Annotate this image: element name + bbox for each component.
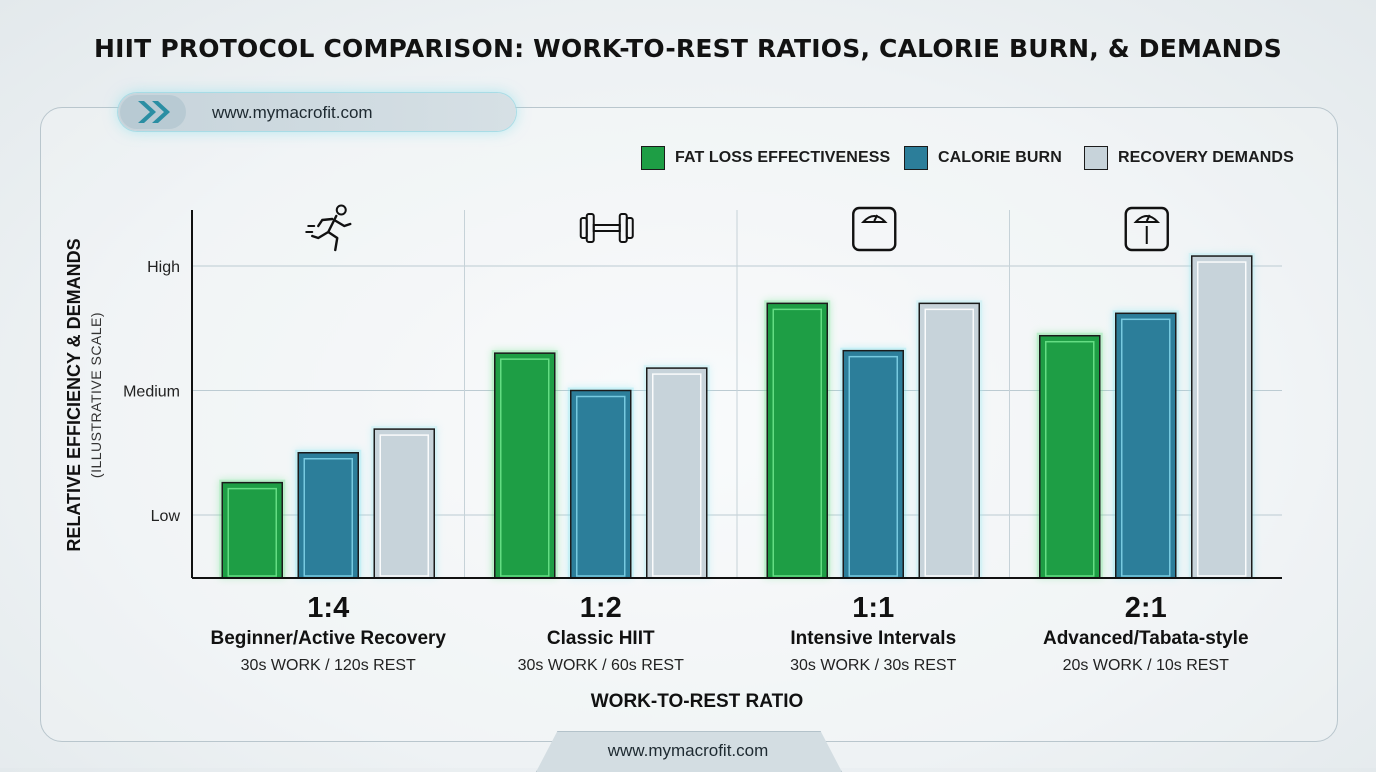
bar-inner-highlight — [227, 487, 277, 577]
dumbbell-plate — [625, 217, 634, 239]
category-name: Advanced/Tabata-style — [1043, 628, 1249, 649]
website-pill[interactable]: www.mymacrofit.com — [118, 93, 516, 131]
chevron-badge — [120, 95, 186, 129]
bar-fat-loss-effectiveness-2-1 — [1039, 334, 1101, 579]
scale-needle — [1145, 214, 1151, 222]
runner-body — [311, 214, 352, 252]
bar-inner-highlight — [303, 458, 353, 577]
bars — [219, 253, 1255, 579]
bar-calorie-burn-2-1 — [1115, 312, 1177, 579]
x-axis-label: WORK-TO-REST RATIO — [591, 691, 804, 712]
bar-recovery-demands-1-1 — [918, 302, 980, 579]
dumbbell-icon — [579, 213, 634, 243]
bar-calorie-burn-1-4 — [297, 452, 359, 579]
bar-inner-highlight — [1045, 340, 1095, 577]
bar-inner-highlight — [652, 373, 702, 577]
bar-recovery-demands-1-4 — [373, 428, 435, 579]
footer-website-url: www.mymacrofit.com — [607, 741, 769, 760]
axes — [191, 210, 1282, 579]
y-tick-label-medium: Medium — [123, 384, 180, 401]
scale-icon — [852, 206, 897, 252]
category-ratio: 1:4 — [307, 592, 349, 624]
bar-fat-loss-effectiveness-1-4 — [221, 481, 283, 579]
bar-inner-highlight — [576, 395, 626, 577]
category-name: Intensive Intervals — [790, 628, 956, 649]
runner-head — [335, 204, 347, 216]
dumbbell-bar — [592, 224, 621, 232]
bar-inner-highlight — [772, 308, 822, 577]
category-icons — [305, 204, 1169, 252]
category-detail: 30s WORK / 120s REST — [241, 657, 416, 674]
category-ratio: 1:1 — [852, 592, 894, 624]
y-tick-label-low: Low — [151, 508, 181, 525]
scale-body — [1124, 206, 1169, 252]
labels: Low Medium High 1:4 Beginner/Active Recovery… — [64, 238, 1249, 712]
dumbbell-plate — [618, 213, 628, 243]
legend-swatch-calorie-burn — [904, 146, 928, 170]
legend-label-recovery: RECOVERY DEMANDS — [1118, 149, 1294, 166]
category-detail: 20s WORK / 10s REST — [1063, 657, 1229, 674]
category-ratio: 2:1 — [1125, 592, 1167, 624]
legend-label-fat-loss: FAT LOSS EFFECTIVENESS — [675, 149, 891, 166]
y-axis-label: RELATIVE EFFICIENCY & DEMANDS — [64, 238, 84, 551]
scale-icon — [1124, 206, 1169, 252]
legend-swatch-recovery — [1084, 146, 1108, 170]
scale-needle — [873, 214, 879, 222]
bar-inner-highlight — [1121, 318, 1171, 577]
category-name: Classic HIIT — [547, 628, 655, 649]
runner-motion-lines — [305, 225, 316, 233]
chart-title: HIIT PROTOCOL COMPARISON: WORK-TO-REST R… — [94, 34, 1282, 63]
category-detail: 30s WORK / 60s REST — [518, 657, 684, 674]
bar-recovery-demands-2-1 — [1191, 255, 1253, 579]
dumbbell-plate — [585, 213, 595, 243]
bar-inner-highlight — [379, 434, 429, 577]
bar-calorie-burn-1-2 — [570, 389, 632, 579]
running-person-icon — [305, 204, 352, 252]
scale-body — [852, 206, 897, 252]
bar-fat-loss-effectiveness-1-2 — [494, 352, 556, 579]
bar-inner-highlight — [500, 358, 550, 577]
y-tick-label-high: High — [147, 259, 180, 276]
bar-calorie-burn-1-1 — [842, 349, 904, 579]
double-chevron-icon — [138, 101, 170, 123]
category-ratio: 1:2 — [580, 592, 622, 624]
bar-recovery-demands-1-2 — [646, 367, 708, 579]
bar-inner-highlight — [924, 308, 974, 577]
bar-inner-highlight — [848, 355, 898, 577]
website-url: www.mymacrofit.com — [212, 103, 373, 122]
bar-fat-loss-effectiveness-1-1 — [766, 302, 828, 579]
bar-inner-highlight — [1197, 261, 1247, 577]
category-name: Beginner/Active Recovery — [211, 628, 447, 649]
legend-swatch-fat-loss — [641, 146, 665, 170]
y-axis-sublabel: (ILLUSTRATIVE SCALE) — [88, 312, 104, 478]
legend-label-calorie-burn: CALORIE BURN — [938, 149, 1062, 166]
category-detail: 30s WORK / 30s REST — [790, 657, 956, 674]
